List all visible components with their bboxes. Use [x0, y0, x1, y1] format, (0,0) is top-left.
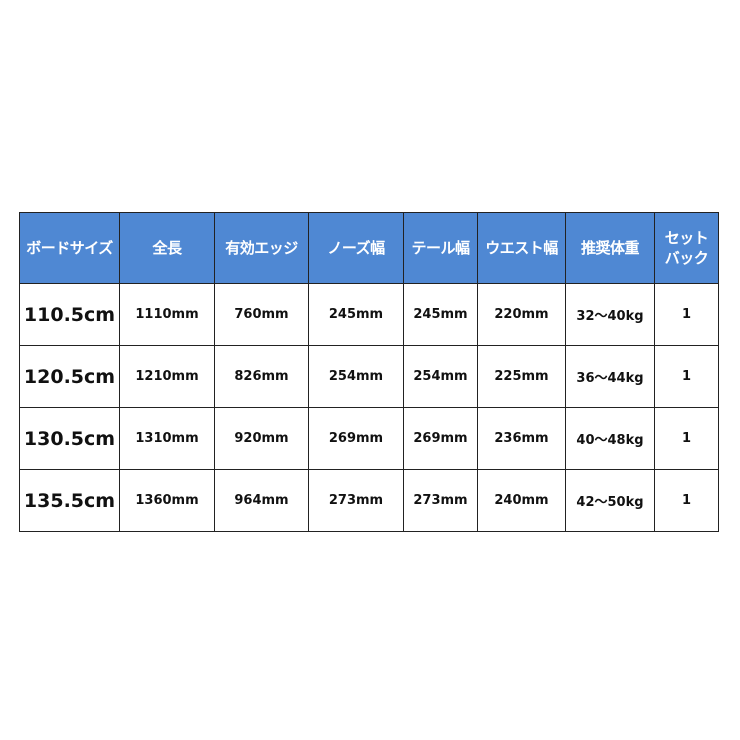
cell-recommended-weight: 32〜40kg [565, 283, 655, 346]
cell-nose-width: 269mm [308, 407, 404, 470]
size-table: ボードサイズ 全長 有効エッジ ノーズ幅 テール幅 ウエスト幅 推奨体重 セット… [19, 212, 719, 532]
table-row: 120.5cm 1210mm 826mm 254mm 254mm 225mm 36〜44kg… [19, 345, 719, 408]
header-recommended-weight: 推奨体重 [565, 212, 655, 284]
cell-total-length: 1310mm [119, 407, 215, 470]
cell-tail-width: 273mm [403, 469, 478, 532]
cell-nose-width: 273mm [308, 469, 404, 532]
cell-board-size: 135.5cm [19, 469, 120, 532]
header-total-length: 全長 [119, 212, 215, 284]
header-board-size: ボードサイズ [19, 212, 120, 284]
table-row: 110.5cm 1110mm 760mm 245mm 245mm 220mm 32〜40kg… [19, 283, 719, 346]
cell-recommended-weight: 36〜44kg [565, 345, 655, 408]
cell-setback: 1 [654, 469, 719, 532]
cell-board-size: 110.5cm [19, 283, 120, 346]
cell-tail-width: 254mm [403, 345, 478, 408]
header-row: ボードサイズ 全長 有効エッジ ノーズ幅 テール幅 ウエスト幅 推奨体重 セット… [19, 212, 719, 284]
cell-tail-width: 269mm [403, 407, 478, 470]
cell-effective-edge: 826mm [214, 345, 309, 408]
cell-waist-width: 220mm [477, 283, 566, 346]
cell-effective-edge: 964mm [214, 469, 309, 532]
cell-board-size: 120.5cm [19, 345, 120, 408]
cell-waist-width: 236mm [477, 407, 566, 470]
header-setback: セット バック [654, 212, 719, 284]
header-tail-width: テール幅 [403, 212, 478, 284]
cell-tail-width: 245mm [403, 283, 478, 346]
cell-recommended-weight: 42〜50kg [565, 469, 655, 532]
table-row: 135.5cm 1360mm 964mm 273mm 273mm 240mm 42〜50kg… [19, 469, 719, 532]
cell-board-size: 130.5cm [19, 407, 120, 470]
cell-total-length: 1360mm [119, 469, 215, 532]
cell-total-length: 1110mm [119, 283, 215, 346]
cell-effective-edge: 760mm [214, 283, 309, 346]
cell-waist-width: 225mm [477, 345, 566, 408]
header-nose-width: ノーズ幅 [308, 212, 404, 284]
cell-total-length: 1210mm [119, 345, 215, 408]
cell-nose-width: 254mm [308, 345, 404, 408]
cell-recommended-weight: 40〜48kg [565, 407, 655, 470]
cell-setback: 1 [654, 345, 719, 408]
cell-nose-width: 245mm [308, 283, 404, 346]
cell-setback: 1 [654, 283, 719, 346]
cell-setback: 1 [654, 407, 719, 470]
header-waist-width: ウエスト幅 [477, 212, 566, 284]
header-effective-edge: 有効エッジ [214, 212, 309, 284]
cell-effective-edge: 920mm [214, 407, 309, 470]
cell-waist-width: 240mm [477, 469, 566, 532]
table-row: 130.5cm 1310mm 920mm 269mm 269mm 236mm 40〜48kg… [19, 407, 719, 470]
